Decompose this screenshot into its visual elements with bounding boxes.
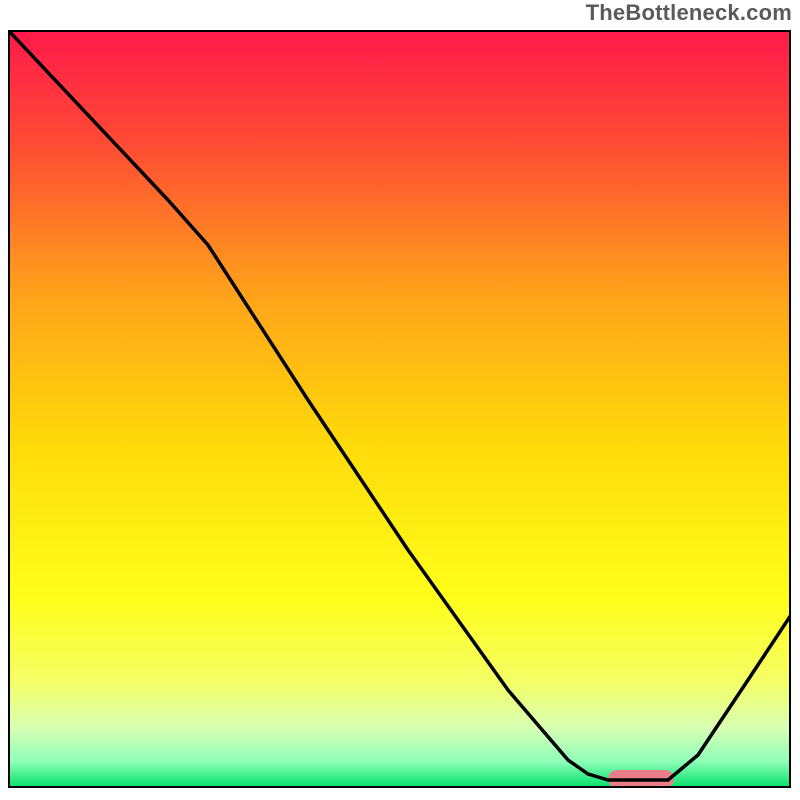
chart-background <box>8 30 791 788</box>
watermark-text: TheBottleneck.com <box>586 0 792 26</box>
plot-area <box>8 30 791 788</box>
chart-container: TheBottleneck.com <box>0 0 800 800</box>
bottleneck-chart <box>8 30 791 788</box>
